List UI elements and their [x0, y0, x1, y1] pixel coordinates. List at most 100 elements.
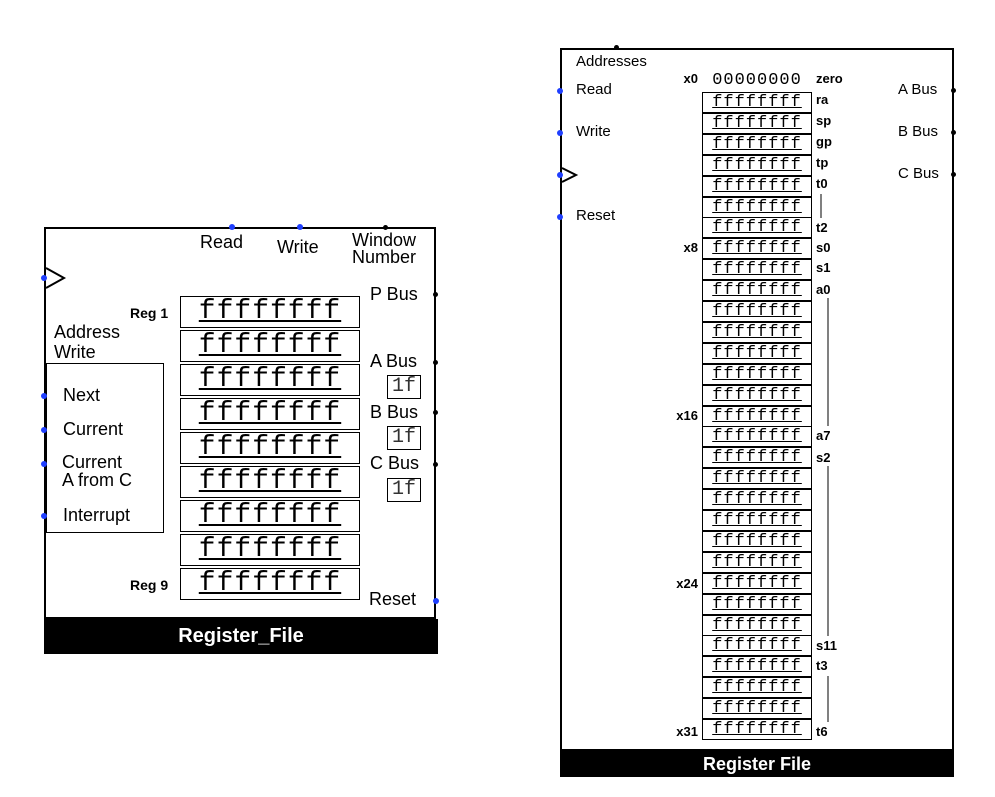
c-bus-pin[interactable] [951, 172, 956, 177]
abi-tp-label: tp [816, 155, 829, 170]
abi-s11-label: s11 [816, 638, 837, 653]
a-bus-value: 1f [387, 375, 421, 399]
right-register: ffffffff [702, 301, 812, 322]
right-register: ffffffff [702, 530, 812, 552]
write-label: Write [576, 123, 611, 140]
current-a-from-c-pin[interactable] [41, 461, 47, 467]
abi-s1-label: s1 [816, 260, 831, 275]
reg-first-label: Reg 1 [130, 305, 169, 321]
window-number-label: Window Number [352, 230, 417, 267]
register-file-right-component [560, 48, 954, 751]
right-register: ffffffff [702, 510, 812, 531]
right-register: ffffffff [702, 112, 812, 134]
right-register: ffffffff [702, 551, 812, 573]
write-label: Write [277, 237, 319, 257]
reg-last-label: Reg 9 [130, 577, 169, 593]
address-select-box [46, 363, 164, 533]
left-register: ffffffff [180, 398, 360, 430]
right-register: ffffffff [702, 92, 812, 113]
left-register: ffffffff [180, 466, 360, 498]
abi-t0-label: t0 [816, 176, 828, 191]
write-pin[interactable] [297, 224, 303, 230]
reset-label: Reset [369, 589, 417, 609]
b-bus-pin[interactable] [433, 410, 438, 415]
c-bus-label: C Bus [370, 453, 420, 473]
right-register: ffffffff [702, 593, 812, 615]
reset-pin[interactable] [433, 598, 439, 604]
c-bus-pin[interactable] [433, 462, 438, 467]
read-pin[interactable] [229, 224, 235, 230]
right-register: ffffffff [702, 196, 812, 218]
abi-ra-label: ra [816, 92, 829, 107]
right-register: ffffffff [702, 363, 812, 385]
abi-gp-label: gp [816, 134, 832, 149]
window-number-pin[interactable] [383, 225, 388, 230]
right-register: ffffffff [702, 217, 812, 239]
right-register: ffffffff [702, 426, 812, 448]
right-register: ffffffff [702, 175, 812, 197]
left-register: ffffffff [180, 330, 360, 362]
register-file-left-title: Register_File [44, 619, 438, 654]
right-register: ffffffff [702, 656, 812, 678]
right-register: ffffffff [702, 342, 812, 364]
current-pin[interactable] [41, 427, 47, 433]
right-register: ffffffff [702, 405, 812, 427]
right-register: ffffffff [702, 468, 812, 490]
c-bus-value: 1f [387, 478, 421, 502]
abi-a0-label: a0 [816, 282, 831, 297]
left-register: ffffffff [180, 534, 360, 566]
interrupt-pin[interactable] [41, 513, 47, 519]
c-bus-label: C Bus [898, 165, 939, 182]
left-register: ffffffff [180, 568, 360, 600]
read-pin[interactable] [557, 88, 563, 94]
left-register: ffffffff [180, 296, 360, 328]
right-register: ffffffff [702, 321, 812, 343]
index-x16-label: x16 [676, 408, 698, 423]
a-bus-pin[interactable] [433, 360, 438, 365]
left-register: ffffffff [180, 432, 360, 464]
abi-sp-label: sp [816, 113, 832, 128]
right-register: ffffffff [702, 677, 812, 699]
right-register: ffffffff [702, 698, 812, 720]
index-x31-label: x31 [676, 724, 698, 739]
clock-pin[interactable] [557, 172, 563, 178]
a-bus-label: A Bus [370, 351, 418, 371]
right-register: ffffffff [702, 280, 812, 302]
b-bus-label: B Bus [898, 123, 939, 140]
next-pin[interactable] [41, 393, 47, 399]
abi-t6-label: t6 [816, 724, 828, 739]
abi-zero-label: zero [816, 71, 843, 86]
abi-t3-label: t3 [816, 658, 828, 673]
read-label: Read [200, 232, 244, 252]
a-bus-pin[interactable] [951, 88, 956, 93]
abi-t2-label: t2 [816, 220, 828, 235]
b-bus-pin[interactable] [951, 130, 956, 135]
right-register: ffffffff [702, 154, 812, 176]
p-bus-pin[interactable] [433, 292, 438, 297]
right-register: ffffffff [702, 635, 812, 657]
write-pin[interactable] [557, 130, 563, 136]
clock-pin[interactable] [41, 275, 47, 281]
b-bus-label: B Bus [370, 402, 419, 422]
zero-register: 00000000 [712, 71, 802, 90]
right-register: ffffffff [702, 384, 812, 406]
current-a-from-c-label: Current A from C [62, 452, 133, 490]
register-file-right-title: Register File [560, 751, 954, 777]
right-register: ffffffff [702, 133, 812, 155]
b-bus-value: 1f [387, 426, 421, 450]
next-label: Next [63, 385, 101, 405]
right-register: ffffffff [702, 489, 812, 511]
reset-label: Reset [576, 207, 616, 224]
index-x0-label: x0 [683, 71, 698, 86]
p-bus-label: P Bus [370, 284, 418, 304]
reset-pin[interactable] [557, 214, 563, 220]
addresses-pin[interactable] [614, 45, 619, 50]
index-x24-label: x24 [676, 576, 698, 591]
right-register: ffffffff [702, 447, 812, 469]
abi-s2-label: s2 [816, 450, 831, 465]
addresses-label: Addresses [576, 53, 647, 70]
right-register: ffffffff [702, 719, 812, 740]
register-file-left-component [44, 227, 436, 619]
current-label: Current [63, 419, 124, 439]
